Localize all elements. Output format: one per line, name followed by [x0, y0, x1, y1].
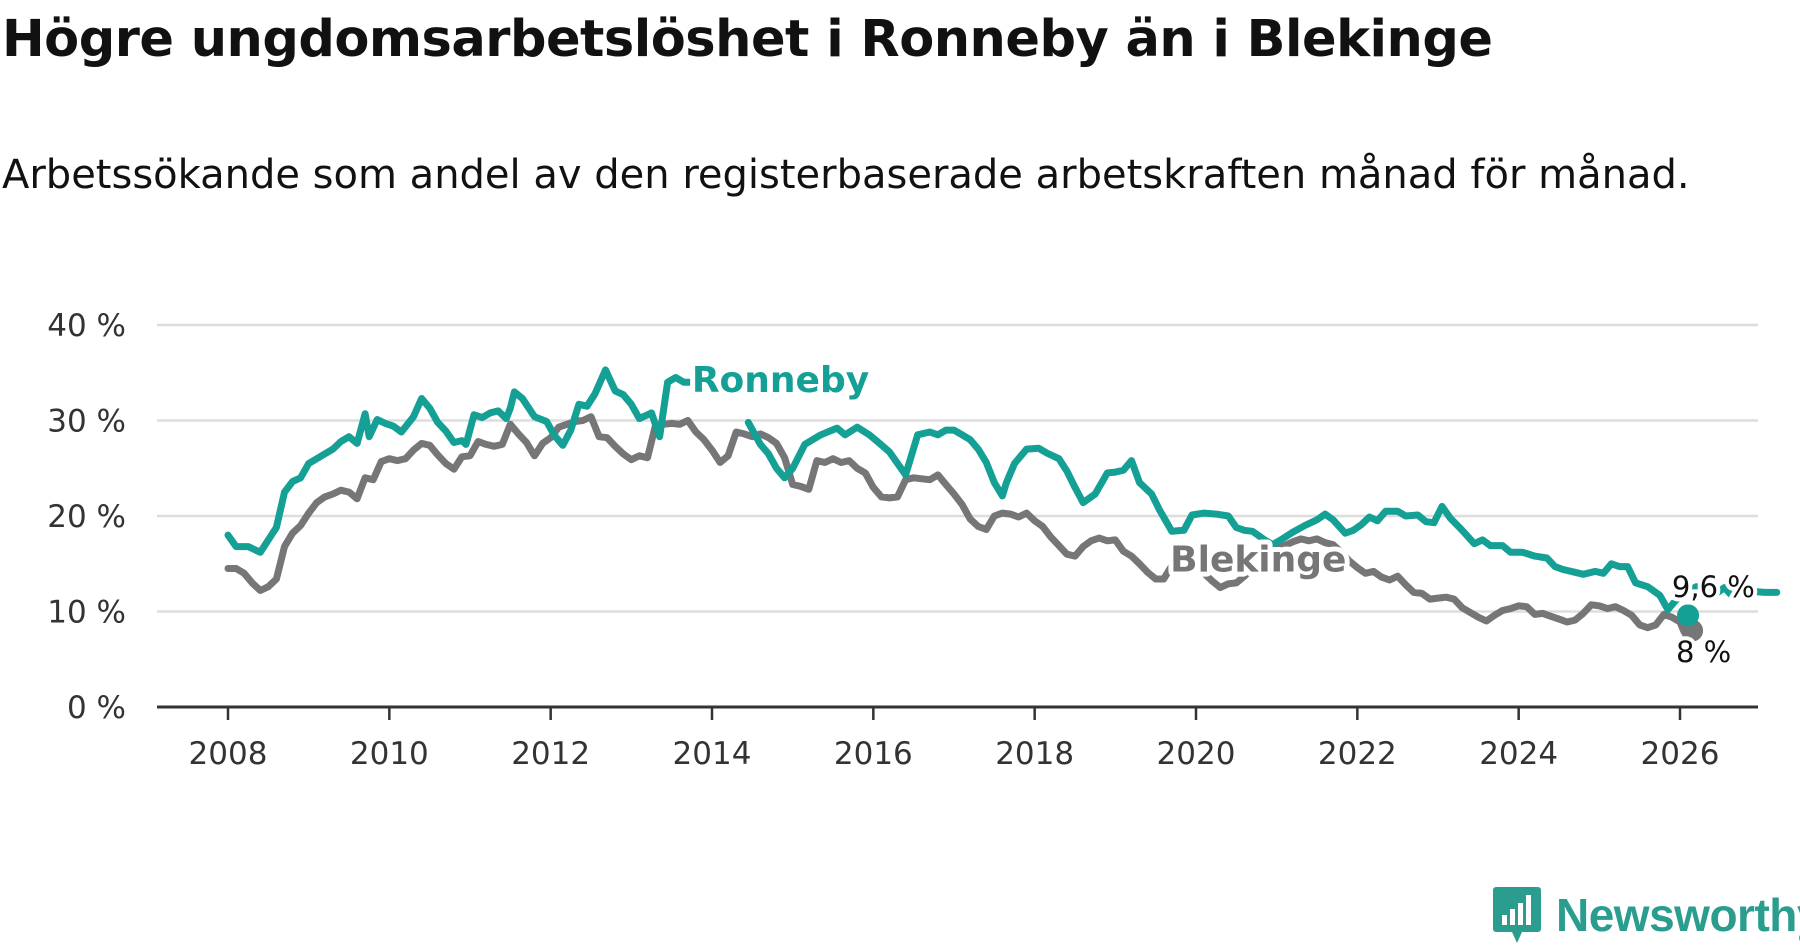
labels: Ronneby Blekinge 9,6 % 8 % [687, 355, 1759, 673]
series-label-ronneby: Ronneby [692, 360, 869, 401]
x-tick-label: 2026 [1641, 736, 1720, 772]
series-line-ronneby [224, 366, 1781, 614]
y-tick-label: 0 % [67, 690, 126, 726]
brand-name: Newsworthy [1556, 889, 1800, 941]
y-tick-label: 10 % [47, 595, 126, 631]
newsworthy-brand[interactable]: Newsworthy [1492, 885, 1800, 945]
series-lines [224, 366, 1781, 642]
series-line-blekinge [224, 413, 1696, 636]
chart-title: Högre ungdomsarbetslöshet i Ronneby än i… [2, 10, 1493, 69]
x-tick-label: 2022 [1318, 736, 1397, 772]
gridlines [157, 323, 1758, 613]
x-tick-label: 2008 [189, 736, 268, 772]
x-tick-label: 2014 [673, 736, 752, 772]
x-tick-label: 2012 [511, 736, 590, 772]
x-tick-label: 2018 [995, 736, 1074, 772]
y-tick-label: 20 % [47, 499, 126, 535]
bar-chart-logo-icon [1493, 887, 1541, 943]
chart-subtitle: Arbetssökande som andel av den registerb… [2, 152, 1690, 198]
x-tick-label: 2024 [1479, 736, 1558, 772]
x-tick-label: 2010 [350, 736, 429, 772]
end-value-ronneby: 9,6 % [1672, 570, 1755, 604]
y-tick-label: 40 % [47, 308, 126, 344]
axes: 0 % 10 % 20 % 30 % 40 % 2008 2010 2012 2014 2016 2… [47, 308, 1758, 772]
y-tick-label: 30 % [47, 404, 126, 440]
x-tick-label: 2020 [1157, 736, 1236, 772]
x-tick-label: 2016 [834, 736, 913, 772]
end-value-blekinge: 8 % [1676, 635, 1731, 669]
end-marker-ronneby [1677, 604, 1700, 627]
series-label-blekinge: Blekinge [1170, 539, 1346, 580]
